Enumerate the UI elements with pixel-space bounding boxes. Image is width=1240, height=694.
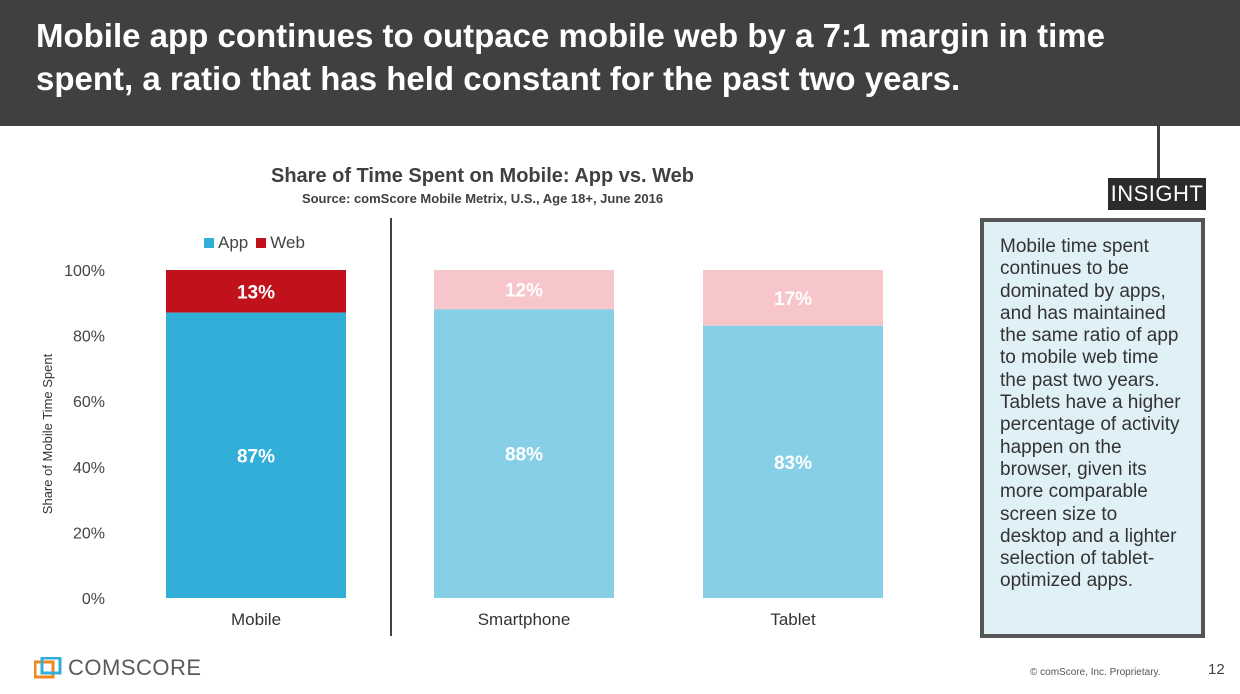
- y-tick-label: 60%: [73, 394, 105, 411]
- chart-subtitle: Source: comScore Mobile Metrix, U.S., Ag…: [301, 191, 664, 206]
- page-number: 12: [1208, 661, 1225, 678]
- bar-app-segment: [166, 312, 346, 598]
- x-category-label: Tablet: [770, 610, 816, 629]
- insight-box: Mobile time spent continues to be domina…: [980, 218, 1205, 638]
- bar-app-data-label: 87%: [237, 446, 275, 467]
- legend-item-web: Web: [256, 233, 305, 253]
- x-category-label: Mobile: [231, 610, 281, 629]
- x-category-label: Smartphone: [478, 610, 571, 629]
- y-tick-label: 0%: [82, 591, 105, 608]
- chart-legend: App Web: [204, 233, 313, 253]
- comscore-logo-text: COMSCORE: [68, 655, 202, 680]
- bar-web-data-label: 17%: [774, 289, 812, 310]
- slide-title-line2: spent, a ratio that has held constant fo…: [36, 60, 961, 97]
- chart-title: Share of Time Spent on Mobile: App vs. W…: [270, 165, 694, 187]
- legend-label-web: Web: [270, 233, 305, 252]
- legend-label-app: App: [218, 233, 249, 252]
- insight-text: Mobile time spent continues to be domina…: [1000, 236, 1181, 592]
- y-axis-label: Share of Mobile Time Spent: [40, 353, 55, 514]
- slide-title-line1: Mobile app continues to outpace mobile w…: [36, 17, 1105, 54]
- y-tick-label: 80%: [73, 329, 105, 346]
- bar-app-segment: [703, 325, 883, 598]
- insight-tag: INSIGHT: [1108, 178, 1206, 210]
- legend-swatch-web: [256, 238, 267, 248]
- bar-web-data-label: 13%: [237, 282, 275, 303]
- copyright-text: © comScore, Inc. Proprietary.: [1030, 667, 1161, 678]
- y-tick-label: 100%: [64, 263, 105, 280]
- bar-web-data-label: 12%: [505, 281, 543, 302]
- slide-title: Mobile app continues to outpace mobile w…: [36, 14, 1210, 100]
- y-tick-label: 20%: [73, 525, 105, 542]
- insight-connector-line: [1157, 126, 1160, 180]
- bar-app-segment: [434, 309, 614, 598]
- y-tick-label: 40%: [73, 460, 105, 477]
- legend-swatch-app: [204, 238, 214, 248]
- comscore-logo: COMSCORE: [34, 655, 202, 681]
- bar-web-segment: [434, 270, 614, 310]
- bar-web-segment: [166, 270, 346, 313]
- comscore-logo-icon: [34, 657, 62, 679]
- legend-item-app: App: [204, 233, 248, 253]
- bar-app-data-label: 83%: [774, 453, 812, 474]
- slide-header: Mobile app continues to outpace mobile w…: [0, 0, 1240, 126]
- bar-app-data-label: 88%: [505, 445, 543, 466]
- bar-web-segment: [703, 270, 883, 326]
